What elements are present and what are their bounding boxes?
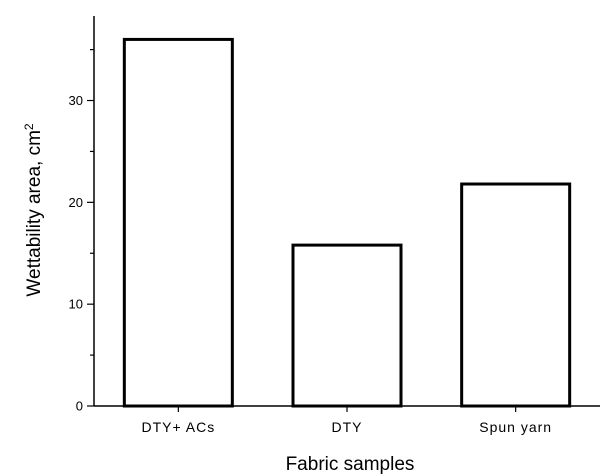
bar-spun-yarn	[460, 182, 572, 408]
bars-group	[122, 37, 572, 408]
y-tick-label-30: 30	[69, 93, 83, 108]
y-axis-title-text: Wettability area, cm	[24, 130, 45, 296]
x-tick-label-dty-acs: DTY+ ACs	[141, 419, 215, 435]
x-tick-label-dty: DTY	[332, 419, 363, 435]
x-tick-label-spun-yarn: Spun yarn	[479, 419, 552, 435]
bar-dty	[291, 243, 403, 408]
y-tick-label-20: 20	[69, 195, 83, 210]
y-tick-label-0: 0	[76, 399, 83, 414]
x-ticks-group: DTY+ ACs DTY Spun yarn	[141, 406, 552, 435]
y-axis-title-superscript: 2	[22, 123, 36, 130]
y-axis-title: Wettability area, cm2	[22, 123, 45, 296]
x-axis-title: Fabric samples	[286, 454, 415, 474]
y-tick-label-10: 10	[69, 297, 83, 312]
y-ticks-group: 0 10 20 30	[69, 49, 94, 414]
bar-dty-acs	[122, 37, 234, 408]
